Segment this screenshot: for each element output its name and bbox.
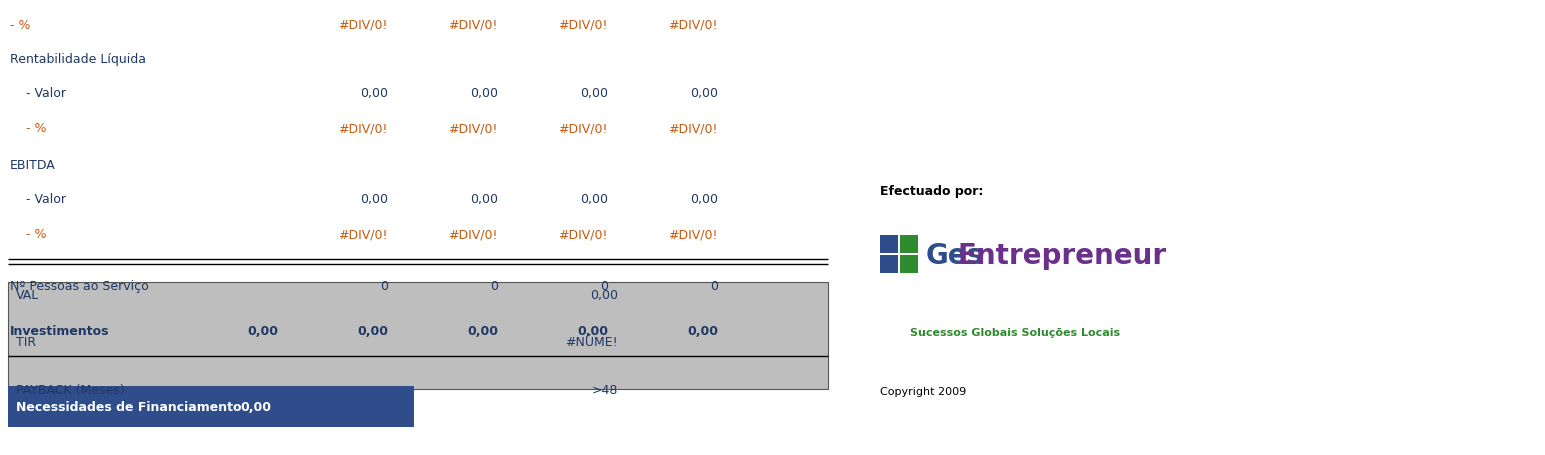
Text: Ges: Ges bbox=[925, 241, 984, 269]
Text: 0,00: 0,00 bbox=[590, 288, 618, 301]
Text: #DIV/0!: #DIV/0! bbox=[338, 122, 388, 135]
Text: Rentabilidade Líquida: Rentabilidade Líquida bbox=[9, 53, 145, 66]
Text: #DIV/0!: #DIV/0! bbox=[669, 19, 718, 31]
Text: 0: 0 bbox=[490, 279, 497, 292]
Text: TIR: TIR bbox=[15, 336, 36, 349]
Text: Necessidades de Financiamento: Necessidades de Financiamento bbox=[15, 400, 241, 413]
Text: 0,00: 0,00 bbox=[470, 193, 497, 206]
Text: #DIV/0!: #DIV/0! bbox=[558, 19, 609, 31]
Text: Nº Pessoas ao Serviço: Nº Pessoas ao Serviço bbox=[9, 279, 148, 292]
Text: 0,00: 0,00 bbox=[691, 193, 718, 206]
Text: #DIV/0!: #DIV/0! bbox=[448, 19, 497, 31]
Text: PAYBACK (Meses): PAYBACK (Meses) bbox=[15, 384, 125, 396]
Text: 0,00: 0,00 bbox=[247, 325, 278, 338]
Text: 0,00: 0,00 bbox=[691, 87, 718, 100]
Text: - %: - % bbox=[9, 19, 31, 31]
Text: #DIV/0!: #DIV/0! bbox=[448, 122, 497, 135]
Text: 0,00: 0,00 bbox=[576, 325, 609, 338]
Text: VAL: VAL bbox=[15, 288, 39, 301]
Text: #DIV/0!: #DIV/0! bbox=[448, 228, 497, 241]
Text: 0: 0 bbox=[380, 279, 388, 292]
Text: 0,00: 0,00 bbox=[467, 325, 497, 338]
Text: 0,00: 0,00 bbox=[360, 193, 388, 206]
Text: - %: - % bbox=[9, 122, 46, 135]
FancyBboxPatch shape bbox=[8, 282, 828, 389]
Text: - Valor: - Valor bbox=[9, 87, 66, 100]
Text: #DIV/0!: #DIV/0! bbox=[669, 228, 718, 241]
FancyBboxPatch shape bbox=[901, 235, 918, 253]
Text: 0,00: 0,00 bbox=[579, 87, 609, 100]
Text: #DIV/0!: #DIV/0! bbox=[558, 122, 609, 135]
Text: >48: >48 bbox=[592, 384, 618, 396]
Text: 0,00: 0,00 bbox=[239, 400, 270, 413]
Text: Entrepreneur: Entrepreneur bbox=[958, 241, 1166, 269]
Text: #DIV/0!: #DIV/0! bbox=[558, 228, 609, 241]
Text: 0,00: 0,00 bbox=[688, 325, 718, 338]
FancyBboxPatch shape bbox=[881, 255, 898, 273]
Text: EBITDA: EBITDA bbox=[9, 158, 56, 171]
Text: Investimentos: Investimentos bbox=[9, 325, 110, 338]
Text: - %: - % bbox=[9, 228, 46, 241]
Text: Efectuado por:: Efectuado por: bbox=[881, 185, 983, 197]
Text: 0,00: 0,00 bbox=[470, 87, 497, 100]
Text: Sucessos Globais Soluções Locais: Sucessos Globais Soluções Locais bbox=[910, 327, 1120, 337]
FancyBboxPatch shape bbox=[8, 386, 414, 427]
Text: - Valor: - Valor bbox=[9, 193, 66, 206]
FancyBboxPatch shape bbox=[901, 255, 918, 273]
Text: #DIV/0!: #DIV/0! bbox=[338, 228, 388, 241]
Text: 0,00: 0,00 bbox=[579, 193, 609, 206]
FancyBboxPatch shape bbox=[881, 235, 898, 253]
Text: 0,00: 0,00 bbox=[357, 325, 388, 338]
Text: #NÚME!: #NÚME! bbox=[565, 336, 618, 349]
Text: 0,00: 0,00 bbox=[360, 87, 388, 100]
Text: 0: 0 bbox=[711, 279, 718, 292]
Text: Copyright 2009: Copyright 2009 bbox=[881, 386, 966, 396]
Text: 0: 0 bbox=[599, 279, 609, 292]
Text: #DIV/0!: #DIV/0! bbox=[669, 122, 718, 135]
Text: #DIV/0!: #DIV/0! bbox=[338, 19, 388, 31]
